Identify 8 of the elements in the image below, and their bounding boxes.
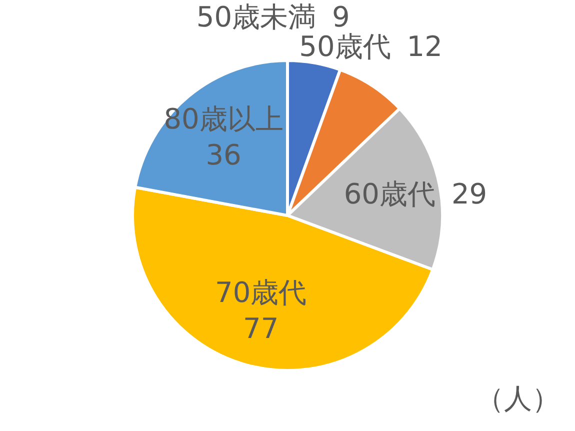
slice-label: 60歳代 <box>344 177 436 210</box>
data-label: 12 <box>406 30 442 64</box>
slice-label: 70歳代 <box>215 276 307 309</box>
data-label: 77 <box>243 312 279 345</box>
data-label: 29 <box>451 177 488 210</box>
slice-label: 80歳以上 <box>164 102 284 136</box>
data-label: 36 <box>206 138 242 172</box>
text: （人） <box>476 382 560 415</box>
